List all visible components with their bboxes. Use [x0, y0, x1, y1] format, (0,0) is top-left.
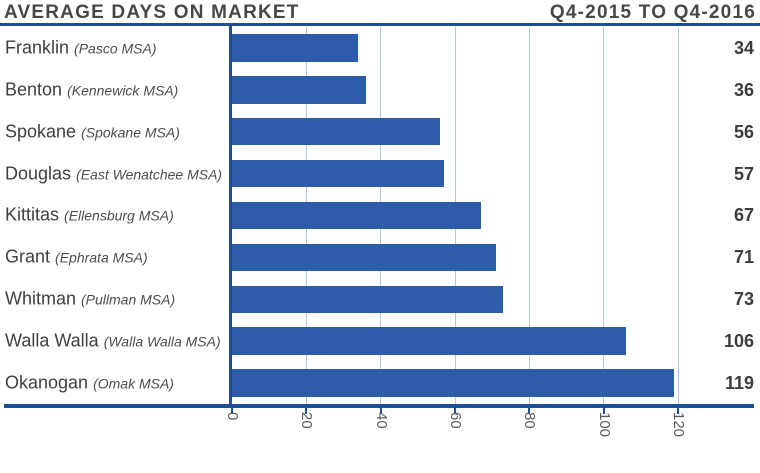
x-axis-tick-mark: [454, 408, 456, 414]
bar: [232, 76, 366, 104]
value-label: 36: [733, 79, 754, 100]
chart-subtitle-period: Q4-2015 TO Q4-2016: [549, 2, 756, 23]
x-axis-tick-label: 120: [670, 412, 687, 438]
gridline: [677, 27, 679, 404]
x-axis-tick-label: 100: [595, 412, 613, 438]
msa-label: (Pullman MSA): [81, 291, 176, 308]
row-label: Walla Walla (Walla Walla MSA): [5, 331, 221, 352]
x-axis-tick-label: 0: [224, 412, 241, 421]
row-label: Spokane (Spokane MSA): [5, 121, 180, 142]
bar: [232, 369, 675, 397]
county-label: Whitman: [5, 288, 77, 309]
bar: [232, 243, 496, 272]
value-label: 67: [733, 205, 754, 226]
row-label: Whitman (Pullman MSA): [5, 289, 175, 310]
chart-row: Walla Walla (Walla Walla MSA) 106: [0, 320, 760, 362]
msa-label: (Ellensburg MSA): [64, 207, 174, 224]
value-label: 56: [733, 121, 754, 142]
row-label: Benton (Kennewick MSA): [5, 79, 178, 100]
bar: [232, 159, 444, 188]
county-label: Spokane: [5, 121, 77, 142]
bar: [232, 327, 626, 355]
chart-row: Douglas (East Wenatchee MSA) 57: [0, 153, 760, 195]
chart-row: Grant (Ephrata MSA) 71: [0, 236, 760, 278]
x-axis-tick-label: 80: [521, 412, 539, 429]
msa-label: (Kennewick MSA): [67, 82, 179, 99]
chart-title: AVERAGE DAYS ON MARKET: [4, 2, 300, 23]
top-rule: [0, 23, 760, 26]
value-label: 119: [724, 373, 754, 394]
county-label: Grant: [5, 246, 51, 267]
row-label: Franklin (Pasco MSA): [5, 37, 157, 58]
row-label: Okanogan (Omak MSA): [5, 373, 174, 394]
msa-label: (Pasco MSA): [74, 40, 157, 57]
value-label: 57: [733, 163, 754, 184]
row-label: Kittitas (Ellensburg MSA): [5, 205, 174, 226]
gridline: [528, 27, 530, 404]
msa-label: (Walla Walla MSA): [103, 333, 221, 350]
chart-row: Benton (Kennewick MSA) 36: [0, 69, 760, 111]
x-axis-tick-label: 40: [372, 412, 390, 429]
row-label: Douglas (East Wenatchee MSA): [5, 163, 222, 184]
chart-row: Franklin (Pasco MSA) 34: [0, 27, 760, 69]
county-label: Benton: [5, 79, 63, 100]
county-label: Okanogan: [5, 372, 89, 393]
county-label: Kittitas: [5, 204, 60, 225]
value-label: 73: [733, 289, 754, 310]
msa-label: (Spokane MSA): [81, 124, 180, 141]
msa-label: (Ephrata MSA): [55, 249, 148, 266]
value-label: 71: [733, 247, 754, 268]
x-axis-tick-mark: [231, 408, 233, 414]
row-label: Grant (Ephrata MSA): [5, 247, 148, 268]
gridline: [603, 27, 605, 404]
value-label: 106: [723, 331, 754, 352]
county-label: Douglas: [5, 163, 72, 184]
x-axis-tick-label: 20: [298, 412, 316, 429]
x-axis-tick-mark: [602, 408, 605, 414]
county-label: Franklin: [5, 37, 70, 58]
bar: [232, 201, 482, 230]
chart-row: Okanogan (Omak MSA) 119: [0, 362, 760, 404]
x-axis-tick-mark: [379, 408, 382, 414]
value-label: 34: [733, 37, 754, 58]
x-axis-tick-label: 60: [447, 412, 464, 429]
bar: [232, 285, 504, 314]
x-axis-tick-mark: [528, 408, 531, 414]
bar: [232, 117, 441, 146]
y-axis-line: [229, 26, 232, 404]
chart-row: Spokane (Spokane MSA) 56: [0, 111, 760, 153]
bar: [232, 34, 359, 62]
x-axis-tick-mark: [305, 408, 308, 414]
msa-label: (East Wenatchee MSA): [76, 166, 223, 183]
county-label: Walla Walla: [5, 330, 99, 351]
x-axis-line: [4, 404, 754, 408]
chart-row: Kittitas (Ellensburg MSA) 67: [0, 195, 760, 237]
chart-row: Whitman (Pullman MSA) 73: [0, 278, 760, 320]
msa-label: (Omak MSA): [93, 375, 174, 392]
x-axis-tick-mark: [677, 408, 679, 414]
